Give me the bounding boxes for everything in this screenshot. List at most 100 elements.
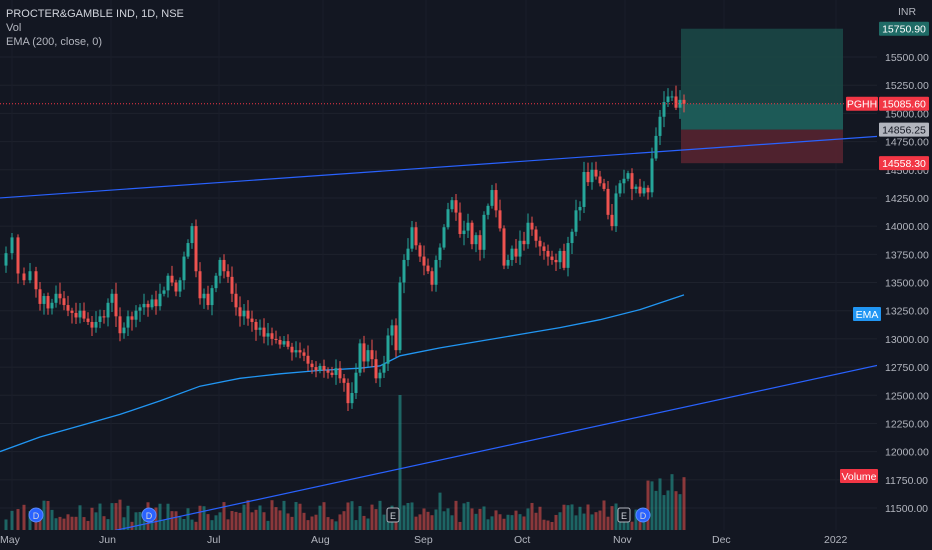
candle-body	[118, 316, 122, 334]
volume-bar	[250, 512, 254, 530]
currency-label: INR	[898, 6, 917, 18]
volume-bar	[186, 508, 190, 530]
candle-body	[122, 327, 126, 334]
volume-bar	[230, 511, 234, 530]
candle-body	[622, 178, 626, 184]
volume-bar	[402, 505, 406, 530]
y-tick-label: 12750.00	[885, 362, 929, 374]
volume-bar	[110, 503, 114, 530]
candle-body	[362, 343, 366, 362]
candle-body	[322, 365, 326, 371]
candle-body	[102, 316, 106, 318]
volume-bar	[398, 395, 402, 530]
candle-body	[294, 350, 298, 353]
volume-bar	[494, 510, 498, 530]
stop-price-tag-bg	[879, 156, 929, 171]
symbol-title[interactable]: PROCTER&GAMBLE IND, 1D, NSE	[6, 8, 184, 20]
candle-body	[194, 226, 198, 272]
x-tick-label: Aug	[311, 534, 330, 546]
y-tick-label: 14750.00	[885, 137, 929, 149]
volume-bar	[218, 512, 222, 530]
x-tick-label: Nov	[613, 534, 632, 546]
volume-bar	[654, 490, 658, 530]
volume-bar	[270, 500, 274, 530]
volume-bar	[430, 515, 434, 530]
volume-bar	[658, 478, 662, 530]
volume-bar	[38, 518, 42, 530]
vol-indicator-label[interactable]: Vol	[6, 22, 22, 34]
candle-body	[354, 372, 358, 393]
time-axis[interactable]: May Jun Jul Aug Sep Oct Nov Dec 2022	[0, 530, 932, 550]
volume-bar	[598, 510, 602, 530]
volume-bar	[354, 520, 358, 530]
candle-body	[174, 282, 178, 292]
candle-body	[38, 289, 42, 304]
volume-bar	[170, 511, 174, 530]
dividend-marker[interactable]: D	[635, 507, 651, 523]
earnings-marker[interactable]: E	[386, 507, 400, 523]
volume-bar	[558, 512, 562, 530]
volume-bar	[206, 514, 210, 530]
volume-bar	[458, 521, 462, 530]
entry-price-tag-bg	[879, 122, 929, 137]
volume-bar	[330, 519, 334, 530]
y-tick-label: 13500.00	[885, 278, 929, 290]
marker-circle	[141, 507, 157, 523]
candle-body	[270, 333, 274, 339]
candle-body	[534, 229, 538, 241]
volume-bar	[54, 518, 58, 530]
volume-bar	[594, 512, 598, 530]
volume-bar	[322, 502, 326, 530]
candle-body	[142, 303, 146, 308]
volume-bar	[418, 514, 422, 530]
candle-body	[674, 96, 678, 108]
volume-bar	[546, 520, 550, 530]
volume-bar	[570, 504, 574, 530]
dividend-marker[interactable]: D	[28, 507, 44, 523]
volume-bar	[82, 517, 86, 530]
candle-body	[218, 259, 222, 276]
x-tick-label: May	[0, 534, 21, 546]
marker-label: D	[640, 511, 647, 521]
volume-bar	[122, 517, 126, 530]
earnings-marker[interactable]: E	[617, 507, 631, 523]
volume-bar	[70, 516, 74, 530]
x-tick-label: Jul	[207, 534, 220, 546]
volume-bar	[22, 504, 26, 530]
volume-bar	[534, 512, 538, 530]
candle-body	[146, 303, 150, 308]
candle-body	[662, 102, 666, 117]
volume-bar	[502, 518, 506, 530]
volume-bar	[286, 513, 290, 530]
volume-bar	[106, 519, 110, 530]
candle-body	[346, 382, 350, 404]
volume-bar	[98, 503, 102, 530]
trend-lines[interactable]	[0, 131, 932, 550]
candle-body	[74, 312, 78, 318]
volume-bar	[550, 521, 554, 530]
candle-body	[658, 116, 662, 136]
dividend-marker[interactable]: D	[141, 507, 157, 523]
candle-body	[398, 282, 402, 351]
candle-body	[478, 235, 482, 250]
candle-body	[28, 271, 32, 281]
candle-body	[438, 247, 442, 260]
candle-body	[210, 288, 214, 306]
volume-bars	[4, 395, 686, 530]
candle-body	[202, 293, 206, 299]
candle-body	[578, 206, 582, 211]
marker-circle	[28, 507, 44, 523]
price-axis[interactable]: 15500.0015250.0015000.0014750.0014500.00…	[877, 0, 932, 530]
candle-body	[278, 340, 282, 345]
volume-bar	[78, 505, 82, 530]
volume-bar	[90, 507, 94, 530]
candle-body	[646, 187, 650, 193]
candle-body	[246, 310, 250, 319]
candle-body	[570, 231, 574, 244]
ema-indicator-label[interactable]: EMA (200, close, 0)	[6, 36, 102, 48]
candle-body	[482, 214, 486, 250]
candle-body	[266, 333, 270, 337]
volume-bar	[4, 519, 8, 530]
